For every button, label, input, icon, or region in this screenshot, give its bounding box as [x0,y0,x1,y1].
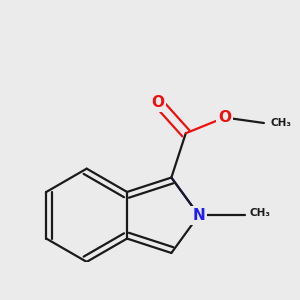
Text: CH₃: CH₃ [249,208,270,218]
Text: N: N [192,208,205,223]
Text: O: O [218,110,231,125]
Text: CH₃: CH₃ [271,118,292,128]
Text: O: O [151,94,164,110]
